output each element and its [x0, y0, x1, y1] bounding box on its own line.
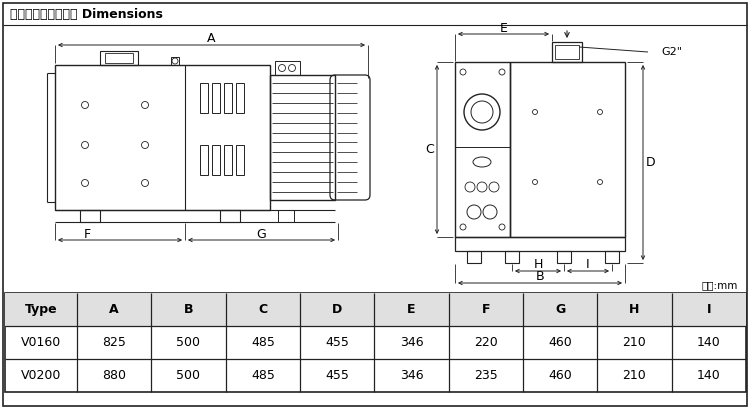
- Bar: [555, 45, 579, 59]
- Text: 460: 460: [548, 369, 572, 382]
- Bar: [455, 62, 510, 237]
- Bar: [552, 42, 582, 62]
- Text: Type: Type: [25, 303, 57, 316]
- Bar: [100, 51, 138, 65]
- Bar: [55, 65, 270, 210]
- Text: V0160: V0160: [21, 336, 62, 349]
- Bar: [105, 53, 133, 63]
- Bar: [236, 145, 244, 175]
- Text: 140: 140: [697, 369, 721, 382]
- Text: G: G: [555, 303, 566, 316]
- Bar: [220, 210, 240, 222]
- Text: C: C: [258, 303, 268, 316]
- Text: 346: 346: [400, 336, 423, 349]
- Bar: [278, 210, 294, 222]
- Bar: [224, 83, 232, 113]
- Bar: [224, 145, 232, 175]
- Text: B: B: [536, 270, 544, 283]
- Text: 220: 220: [474, 336, 498, 349]
- Text: 500: 500: [176, 369, 200, 382]
- Text: E: E: [407, 303, 416, 316]
- Text: 单位:mm: 单位:mm: [702, 280, 738, 290]
- Bar: [80, 210, 100, 222]
- Text: 500: 500: [176, 336, 200, 349]
- Text: 455: 455: [326, 369, 349, 382]
- Text: D: D: [332, 303, 342, 316]
- Bar: [212, 83, 220, 113]
- Text: 485: 485: [251, 369, 274, 382]
- Text: 485: 485: [251, 336, 274, 349]
- Bar: [236, 83, 244, 113]
- Text: B: B: [184, 303, 194, 316]
- Text: E: E: [500, 22, 508, 34]
- Text: 455: 455: [326, 336, 349, 349]
- Bar: [275, 61, 300, 75]
- Text: 210: 210: [622, 336, 646, 349]
- Bar: [200, 145, 208, 175]
- Text: I: I: [586, 258, 590, 272]
- Bar: [5, 293, 746, 392]
- Text: 346: 346: [400, 369, 423, 382]
- Text: 825: 825: [102, 336, 126, 349]
- Bar: [505, 251, 519, 263]
- Text: F: F: [84, 227, 91, 240]
- Text: H: H: [533, 258, 543, 272]
- Text: 880: 880: [102, 369, 126, 382]
- Text: A: A: [207, 32, 216, 45]
- Bar: [171, 57, 179, 65]
- Text: 140: 140: [697, 336, 721, 349]
- Text: 210: 210: [622, 369, 646, 382]
- Text: V0200: V0200: [21, 369, 62, 382]
- Bar: [557, 251, 571, 263]
- Bar: [467, 251, 481, 263]
- Text: A: A: [110, 303, 119, 316]
- Bar: [212, 145, 220, 175]
- Text: I: I: [706, 303, 711, 316]
- Bar: [605, 251, 619, 263]
- Text: H: H: [629, 303, 640, 316]
- Bar: [510, 62, 625, 237]
- Bar: [5, 293, 746, 326]
- Text: 外型尺寸及安装尺寸 Dimensions: 外型尺寸及安装尺寸 Dimensions: [10, 7, 163, 20]
- Bar: [270, 75, 335, 200]
- Text: C: C: [426, 143, 434, 156]
- Text: D: D: [646, 156, 656, 169]
- Bar: [200, 83, 208, 113]
- Text: F: F: [482, 303, 490, 316]
- Text: 235: 235: [474, 369, 498, 382]
- Text: 460: 460: [548, 336, 572, 349]
- Text: G: G: [256, 227, 266, 240]
- Bar: [455, 237, 625, 251]
- Text: G2": G2": [661, 47, 682, 57]
